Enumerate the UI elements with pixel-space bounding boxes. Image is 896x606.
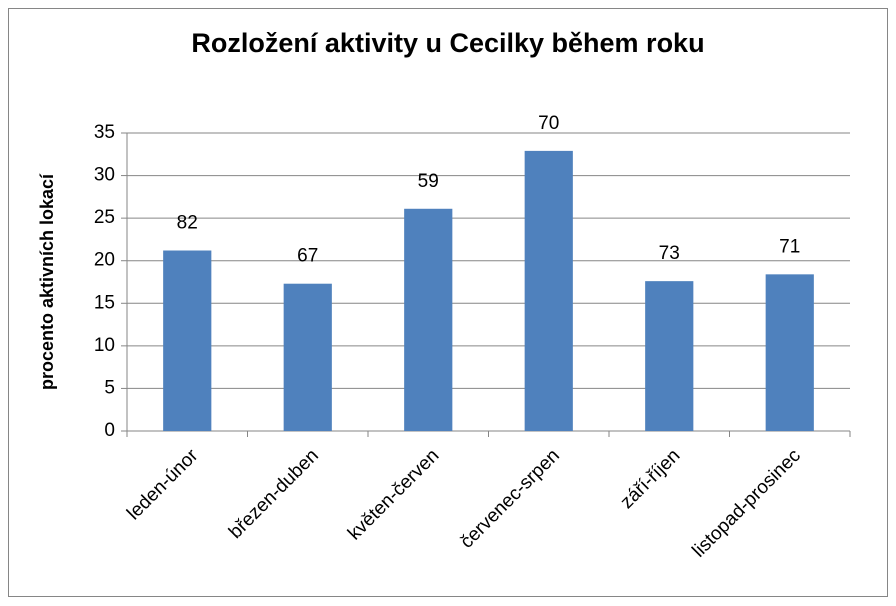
bar-annotation: 67 [297, 246, 318, 267]
y-tick-label: 15 [94, 292, 115, 313]
bar [283, 283, 332, 431]
y-tick-label: 10 [94, 335, 115, 356]
y-tick-label: 30 [94, 165, 115, 186]
y-tick-label: 5 [104, 377, 115, 398]
bar [765, 274, 814, 431]
bar [645, 281, 694, 431]
bar-annotation: 73 [659, 243, 680, 264]
y-tick-label: 25 [94, 207, 115, 228]
bar-annotation: 71 [779, 236, 800, 257]
bar-annotation: 82 [177, 213, 198, 234]
chart-title: Rozložení aktivity u Cecilky během roku [191, 28, 704, 58]
bar-annotation: 59 [418, 171, 439, 192]
y-tick-label: 0 [104, 420, 115, 441]
y-tick-label: 20 [94, 250, 115, 271]
bar [163, 250, 212, 431]
y-tick-label: 35 [94, 122, 115, 143]
y-axis-title: procento aktivních lokací [37, 173, 57, 390]
bar-annotation: 70 [538, 113, 559, 134]
bar [524, 150, 573, 431]
bar [404, 208, 453, 431]
